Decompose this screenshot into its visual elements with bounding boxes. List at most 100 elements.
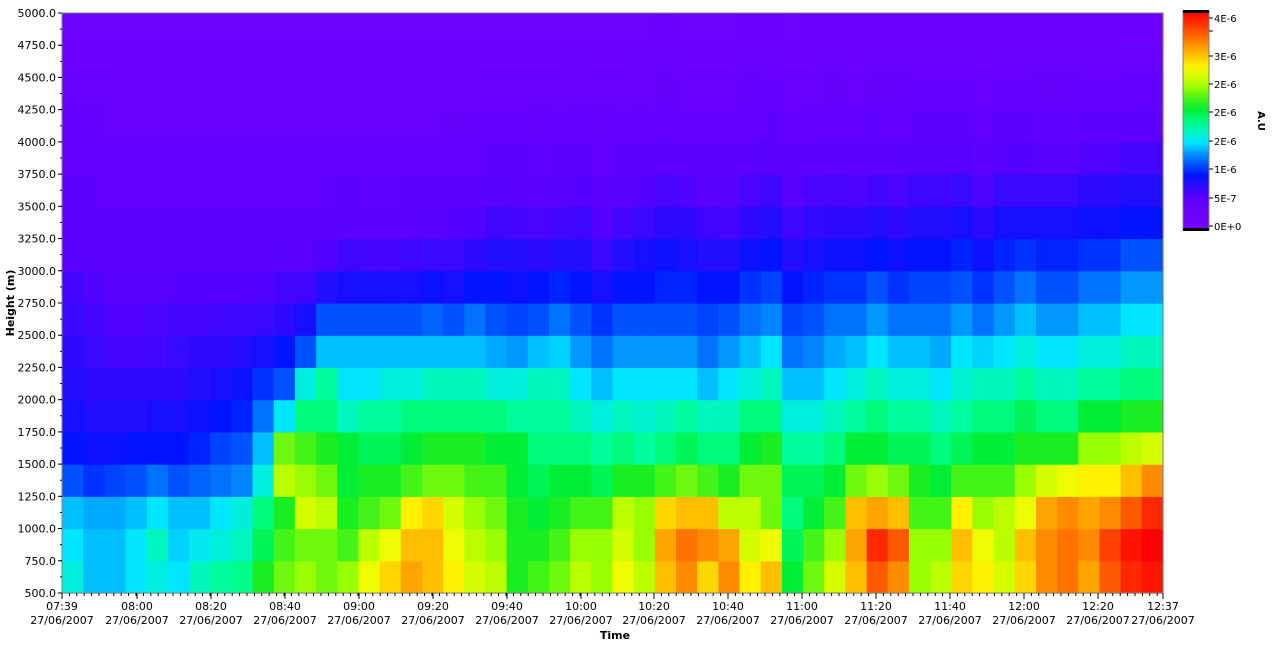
heatmap-cell xyxy=(951,174,974,207)
heatmap-cell xyxy=(866,174,889,207)
heatmap-cell xyxy=(633,464,656,497)
y-tick-label: 750.0 xyxy=(25,555,57,568)
heatmap-cell xyxy=(146,496,169,530)
heatmap-cell xyxy=(866,77,889,111)
heatmap-cell xyxy=(189,496,211,530)
heatmap-cells xyxy=(62,13,1164,594)
heatmap-cell xyxy=(591,367,614,401)
heatmap-cell xyxy=(485,303,508,336)
heatmap-cell xyxy=(146,399,169,433)
heatmap-cell xyxy=(803,367,825,401)
heatmap-cell xyxy=(845,335,868,369)
heatmap-cell xyxy=(189,238,211,272)
heatmap-cell xyxy=(273,431,296,465)
heatmap-cell xyxy=(167,303,190,336)
heatmap-cell xyxy=(1141,270,1164,304)
heatmap-cell xyxy=(781,496,804,530)
heatmap-cell xyxy=(1014,238,1037,272)
heatmap-cell xyxy=(443,206,465,240)
heatmap-cell xyxy=(697,77,719,111)
x-minor-ticks xyxy=(61,593,1158,596)
heatmap-cell xyxy=(1035,464,1058,497)
heatmap-cell xyxy=(379,109,402,143)
heatmap-cell xyxy=(570,174,592,207)
heatmap-cell xyxy=(210,109,232,143)
heatmap-cell xyxy=(189,303,211,336)
heatmap-cell xyxy=(167,109,190,143)
heatmap-cell xyxy=(316,431,338,465)
heatmap-cell xyxy=(400,496,423,530)
heatmap-cell xyxy=(337,464,360,497)
heatmap-cell xyxy=(1057,335,1079,369)
y-tick-label: 1500.0 xyxy=(18,458,57,471)
heatmap-cell xyxy=(1078,45,1101,79)
colorbar-tick-label: 5E-7 xyxy=(1214,194,1237,205)
heatmap-cell xyxy=(1099,528,1122,562)
heatmap-cell xyxy=(421,174,444,207)
heatmap-cell xyxy=(316,77,338,111)
heatmap-cell xyxy=(231,399,254,433)
heatmap-cell xyxy=(337,496,360,530)
heatmap-cell xyxy=(1057,528,1079,562)
heatmap-cell xyxy=(633,13,656,46)
heatmap-cell xyxy=(633,399,656,433)
heatmap-cell xyxy=(951,109,974,143)
heatmap-cell xyxy=(125,335,148,369)
heatmap-cell xyxy=(908,174,931,207)
heatmap-cell xyxy=(697,13,719,46)
heatmap-cell xyxy=(654,560,677,594)
heatmap-cell xyxy=(358,174,381,207)
heatmap-cell xyxy=(760,174,783,207)
heatmap-cell xyxy=(316,206,338,240)
heatmap-cell xyxy=(887,174,910,207)
heatmap-cell xyxy=(104,270,127,304)
heatmap-cell xyxy=(591,464,614,497)
heatmap-cell xyxy=(548,270,571,304)
heatmap-cell xyxy=(527,141,550,175)
heatmap-cell xyxy=(464,174,487,207)
heatmap-cell xyxy=(1099,367,1122,401)
heatmap-cell xyxy=(62,431,84,465)
heatmap-cell xyxy=(612,238,635,272)
heatmap-cell xyxy=(443,399,465,433)
heatmap-cell xyxy=(866,335,889,369)
heatmap-cell xyxy=(167,206,190,240)
heatmap-cell xyxy=(803,335,825,369)
heatmap-cell xyxy=(337,335,360,369)
heatmap-cell xyxy=(1141,13,1164,46)
heatmap-cell xyxy=(633,335,656,369)
heatmap-cell xyxy=(612,45,635,79)
heatmap-cell xyxy=(506,431,529,465)
heatmap-cell xyxy=(739,367,762,401)
heatmap-cell xyxy=(464,335,487,369)
heatmap-cell xyxy=(803,560,825,594)
heatmap-cell xyxy=(1120,303,1143,336)
x-tick-time: 09:40 xyxy=(491,600,523,613)
heatmap-cell xyxy=(866,206,889,240)
heatmap-cell xyxy=(612,270,635,304)
heatmap-cell xyxy=(421,13,444,46)
heatmap-cell xyxy=(1120,174,1143,207)
x-tick-date: 27/06/2007 xyxy=(475,614,538,627)
heatmap-cell xyxy=(294,464,317,497)
heatmap-cell xyxy=(443,496,465,530)
heatmap-cell xyxy=(824,45,846,79)
heatmap-cell xyxy=(485,399,508,433)
heatmap-cell xyxy=(972,303,995,336)
heatmap-cell xyxy=(252,77,275,111)
heatmap-cell xyxy=(908,464,931,497)
heatmap-cell xyxy=(485,206,508,240)
heatmap-cell xyxy=(760,367,783,401)
heatmap-cell xyxy=(358,45,381,79)
heatmap-cell xyxy=(231,109,254,143)
heatmap-cell xyxy=(104,399,127,433)
heatmap-cell xyxy=(316,560,338,594)
heatmap-cell xyxy=(1099,206,1122,240)
heatmap-cell xyxy=(781,528,804,562)
x-tick-date: 27/06/2007 xyxy=(992,614,1055,627)
heatmap-cell xyxy=(443,528,465,562)
heatmap-cell xyxy=(400,560,423,594)
heatmap-cell xyxy=(972,109,995,143)
heatmap-cell xyxy=(1141,238,1164,272)
heatmap-cell xyxy=(548,399,571,433)
